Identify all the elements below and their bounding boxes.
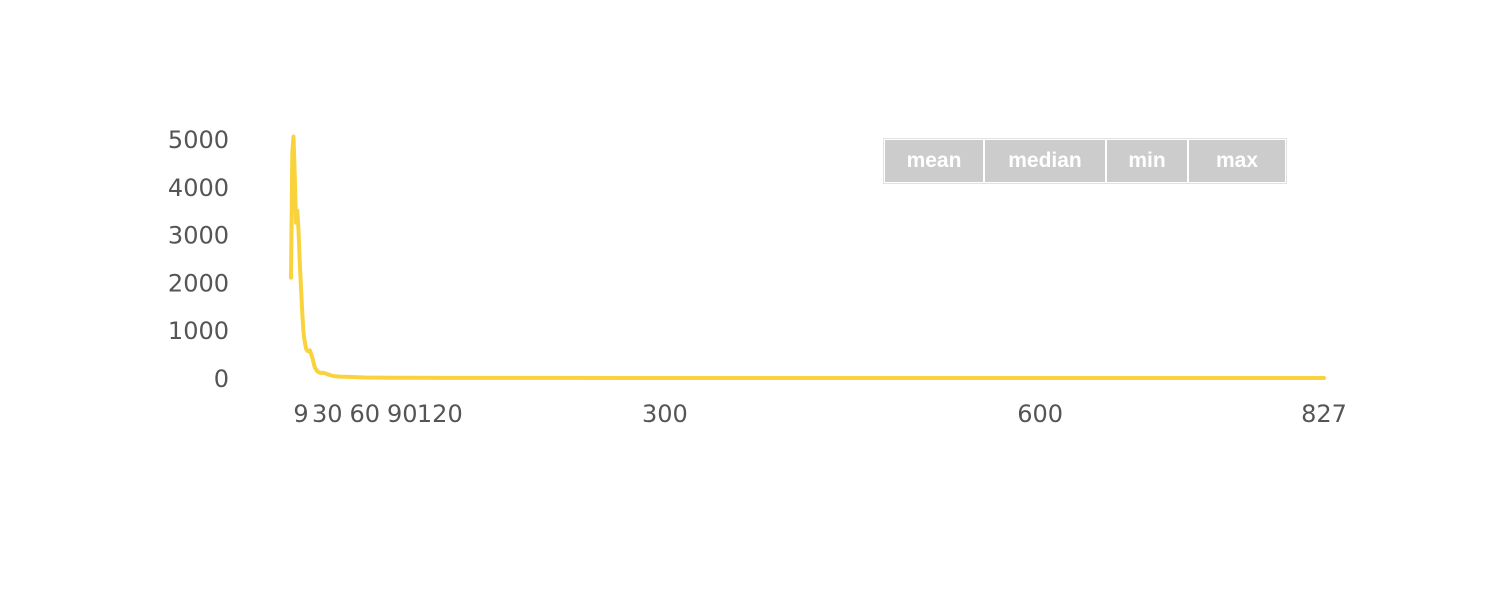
x-tick-label: 60 (350, 400, 381, 428)
stat-toggle-group: mean median min max (883, 138, 1287, 184)
mean-button[interactable]: mean (885, 140, 983, 182)
y-tick-label: 1000 (168, 317, 229, 345)
y-tick-label: 4000 (168, 174, 229, 202)
y-tick-label: 3000 (168, 222, 229, 250)
series-line (289, 134, 1326, 380)
x-tick-label: 827 (1301, 400, 1347, 428)
y-tick-label: 5000 (168, 126, 229, 154)
median-button[interactable]: median (985, 140, 1105, 182)
x-tick-label: 30 (312, 400, 343, 428)
y-tick-label: 2000 (168, 269, 229, 297)
x-tick-label: 300 (642, 400, 688, 428)
y-tick-label: 0 (214, 365, 229, 393)
y-axis: 0 1000 2000 3000 4000 5000 (168, 126, 229, 393)
max-button[interactable]: max (1189, 140, 1285, 182)
x-axis: 9 30 60 90 120 300 600 827 (293, 400, 1347, 428)
min-button[interactable]: min (1107, 140, 1187, 182)
x-tick-label: 90 (387, 400, 418, 428)
x-tick-label: 600 (1017, 400, 1063, 428)
x-tick-label: 9 (293, 400, 308, 428)
x-tick-label: 120 (417, 400, 463, 428)
plot-area (289, 134, 1326, 380)
